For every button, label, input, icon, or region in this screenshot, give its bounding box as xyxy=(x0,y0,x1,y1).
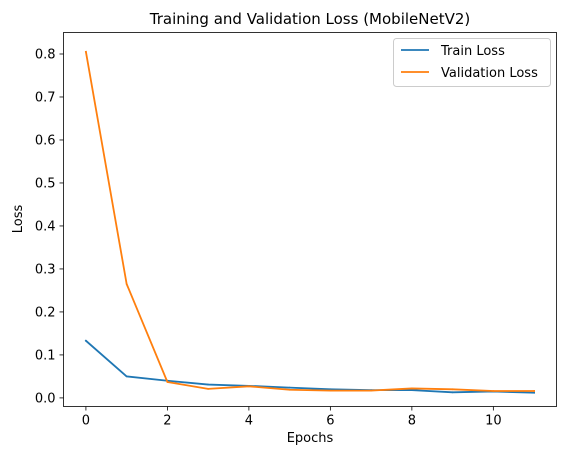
y-tick-label: 0.7 xyxy=(35,90,56,105)
x-axis-label: Epochs xyxy=(287,431,334,446)
data-point-validation-loss xyxy=(85,50,87,53)
x-tick-label: 4 xyxy=(245,414,253,429)
y-tick-label: 0.4 xyxy=(35,219,56,234)
series-line-validation-loss xyxy=(84,50,535,392)
y-axis-ticks: 0.0 0.1 0.2 0.3 0.4 0.5 0.6 0.7 0.8 xyxy=(35,47,64,406)
series-line-train-loss xyxy=(84,339,536,394)
data-point-validation-loss xyxy=(533,390,535,392)
y-tick-label: 0.1 xyxy=(35,348,56,363)
data-point-validation-loss xyxy=(329,389,332,392)
legend-label-validation-loss: Validation Loss xyxy=(441,66,538,81)
data-point-validation-loss xyxy=(410,387,413,390)
y-tick-label: 0.2 xyxy=(35,305,56,320)
data-point-validation-loss xyxy=(166,381,169,383)
data-point-train-loss xyxy=(125,375,128,378)
x-axis-ticks: 0 2 4 6 8 10 xyxy=(82,406,502,429)
y-tick-label: 0.0 xyxy=(35,391,56,406)
data-point-train-loss xyxy=(410,389,413,392)
data-point-train-loss xyxy=(85,339,87,342)
chart-title: Training and Validation Loss (MobileNetV… xyxy=(149,10,471,28)
data-point-train-loss xyxy=(533,391,535,394)
legend-label-train-loss: Train Loss xyxy=(440,44,505,59)
y-tick-label: 0.8 xyxy=(35,47,56,62)
data-point-validation-loss xyxy=(492,390,495,392)
plot-area: 0 2 4 6 8 10 0.0 0.1 0.2 0.3 0.4 0.5 0.6 0.7 0.8 xyxy=(35,32,557,429)
data-point-train-loss xyxy=(207,383,210,386)
data-point-validation-loss xyxy=(370,389,373,392)
y-tick-label: 0.3 xyxy=(35,262,56,277)
x-tick-label: 8 xyxy=(408,414,416,429)
legend: Train Loss Validation Loss xyxy=(393,38,551,87)
legend-box xyxy=(393,38,551,87)
data-point-validation-loss xyxy=(288,388,291,391)
data-point-train-loss xyxy=(451,391,454,394)
y-tick-label: 0.5 xyxy=(35,176,56,191)
x-tick-label: 10 xyxy=(485,414,502,429)
data-point-validation-loss xyxy=(247,385,250,388)
data-point-validation-loss xyxy=(207,387,210,390)
x-tick-label: 0 xyxy=(82,414,90,429)
series-layer xyxy=(84,50,536,394)
data-point-train-loss xyxy=(288,386,291,389)
data-point-validation-loss xyxy=(125,283,128,285)
y-tick-label: 0.6 xyxy=(35,133,56,148)
y-axis-label: Loss xyxy=(11,205,26,234)
data-point-validation-loss xyxy=(451,388,454,391)
plot-frame xyxy=(63,32,557,407)
x-tick-label: 2 xyxy=(163,414,171,429)
x-tick-label: 6 xyxy=(326,414,334,429)
